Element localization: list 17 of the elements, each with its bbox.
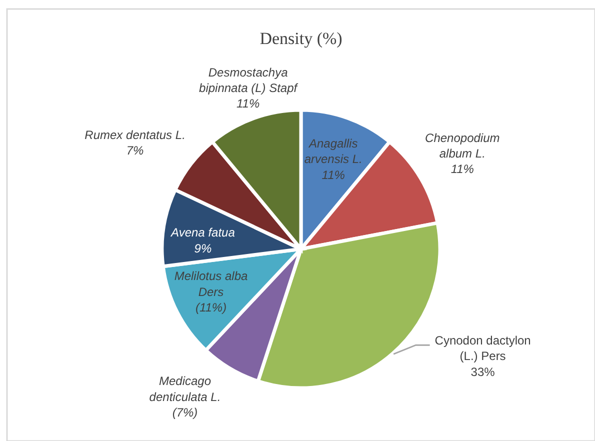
slice-label: Chenopodium album L. — [425, 130, 500, 161]
data-label: 33% — [470, 364, 496, 379]
chart-title: Density (%) — [260, 29, 342, 48]
slice-label: Melilotus alba Ders — [174, 269, 248, 299]
data-label: 11% — [322, 168, 346, 182]
slice-label: Cynodon dactylon (L.) Pers — [434, 333, 531, 364]
data-label: 7% — [126, 144, 144, 158]
slice-label: Avena fatua — [170, 226, 236, 240]
slice-label: Anagallis arvensis L. — [304, 136, 362, 166]
data-label: (7%) — [172, 406, 198, 420]
slice-label: Medicago denticulata L. — [149, 374, 221, 404]
data-label: (11%) — [195, 300, 227, 315]
slice-label: Desmostachya bipinnata (L) Stapf — [199, 65, 299, 95]
data-label: 9% — [194, 241, 212, 256]
data-label: 11% — [236, 96, 260, 111]
slice-label: Rumex dentatus L. — [84, 128, 186, 142]
data-label: 11% — [450, 162, 474, 176]
